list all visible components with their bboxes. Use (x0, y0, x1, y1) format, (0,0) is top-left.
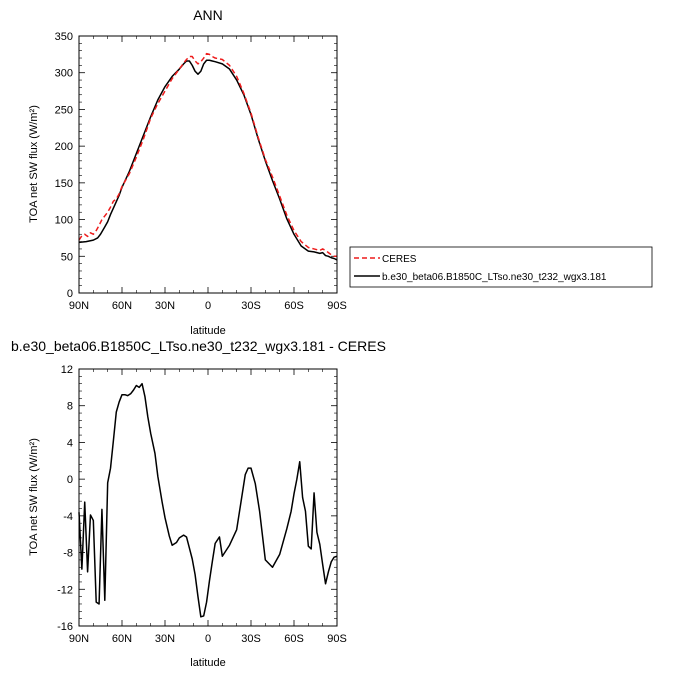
top-chart-ytick-label: 350 (55, 31, 73, 43)
top-chart-series-line-1 (78, 59, 338, 261)
bottom-chart-ytick-label: 8 (67, 401, 73, 413)
bottom-chart-ytick-label: -16 (57, 621, 73, 633)
bottom-chart-ytick-label: -12 (57, 584, 73, 596)
bottom-chart-xtick-label: 30S (241, 633, 261, 645)
top-chart-xtick-label: 0 (205, 300, 211, 312)
top-chart-ytick-label: 100 (55, 215, 73, 227)
top-chart-panel: ANN TOA net SW flux (W/m²) latitude 90N 6… (28, 7, 347, 337)
top-chart-ytick-label: 200 (55, 141, 73, 153)
top-chart-xtick-label: 30S (241, 300, 261, 312)
top-chart-xtick-label: 60N (112, 300, 132, 312)
bottom-chart-panel: b.e30_beta06.B1850C_LTso.ne30_t232_wgx3.… (11, 338, 386, 669)
bottom-chart-frame (78, 368, 338, 627)
bottom-chart-xtick-label: 60S (284, 633, 304, 645)
legend: CERES b.e30_beta06.B1850C_LTso.ne30_t232… (349, 246, 653, 288)
bottom-chart-xlabel: latitude (190, 657, 225, 669)
bottom-chart-ytick-label: 4 (67, 437, 73, 449)
bottom-chart-ylabel: TOA net SW flux (W/m²) (28, 438, 40, 556)
top-chart-ytick-label: 300 (55, 68, 73, 80)
bottom-chart-xtick-label: 60N (112, 633, 132, 645)
top-chart-ytick-label: 50 (61, 251, 73, 263)
bottom-chart-xtick-label: 90N (69, 633, 89, 645)
bottom-chart-title: b.e30_beta06.B1850C_LTso.ne30_t232_wgx3.… (11, 338, 386, 354)
top-chart-ytick-label: 0 (67, 288, 73, 300)
top-chart-series-line-0 (78, 52, 337, 258)
legend-label-ceres: CERES (382, 254, 417, 265)
top-chart-ylabel: TOA net SW flux (W/m²) (28, 105, 40, 223)
top-chart-frame (78, 35, 338, 294)
bottom-chart-series-line-0 (78, 382, 338, 618)
top-chart-xtick-label: 30N (155, 300, 175, 312)
bottom-chart-ytick-label: -8 (63, 548, 73, 560)
legend-label-model: b.e30_beta06.B1850C_LTso.ne30_t232_wgx3.… (382, 272, 607, 283)
top-chart-xtick-label: 90N (69, 300, 89, 312)
bottom-chart-xtick-label: 90S (327, 633, 347, 645)
bottom-chart-ytick-label: -4 (63, 511, 73, 523)
legend-box (349, 246, 653, 288)
top-chart-title: ANN (193, 7, 223, 23)
bottom-chart-xtick-label: 0 (205, 633, 211, 645)
top-chart-xtick-label: 60S (284, 300, 304, 312)
top-chart-xtick-label: 90S (327, 300, 347, 312)
top-chart-ytick-label: 250 (55, 104, 73, 116)
bottom-chart-xtick-label: 30N (155, 633, 175, 645)
top-chart-ytick-label: 150 (55, 178, 73, 190)
bottom-chart-ytick-label: 0 (67, 474, 73, 486)
bottom-chart-ytick-label: 12 (61, 364, 73, 376)
top-chart-xlabel: latitude (190, 325, 225, 337)
